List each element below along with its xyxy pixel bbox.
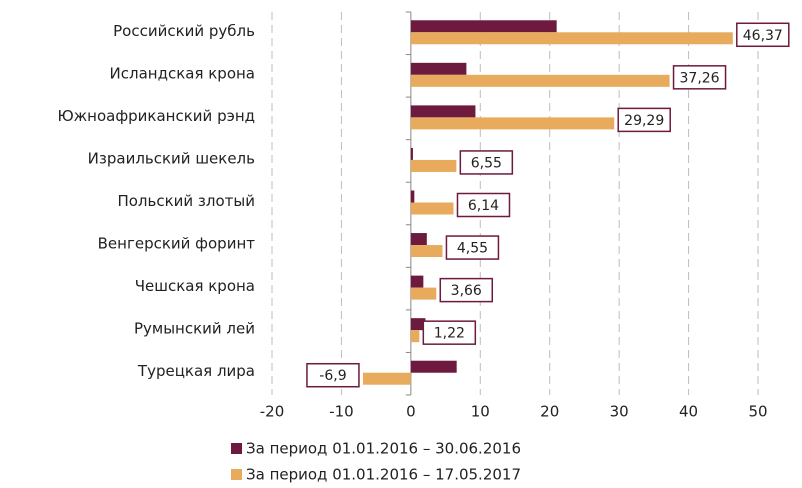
legend-swatch [231, 443, 242, 454]
bar [410, 245, 443, 258]
value-label: -6,9 [319, 368, 346, 384]
value-label: 37,26 [680, 70, 720, 86]
value-label-box [736, 22, 790, 48]
bar [410, 32, 733, 45]
x-tick-label: 30 [610, 403, 629, 421]
value-label-box [422, 320, 477, 345]
legend-label: За период 01.01.2016 – 30.06.2016 [246, 440, 521, 458]
category-label: Румынский лей [134, 320, 255, 338]
value-label-box [456, 192, 511, 218]
value-label: 1,22 [434, 326, 465, 342]
x-tick-label: -10 [329, 403, 354, 421]
x-tick-label: 40 [679, 403, 698, 421]
bar [410, 159, 457, 172]
legend-label: За период 01.01.2016 – 17.05.2017 [246, 466, 521, 484]
x-tick-label: 0 [406, 403, 416, 421]
x-tick-label: 10 [471, 403, 490, 421]
category-label: Турецкая лира [137, 362, 255, 380]
category-label: Южноафриканский рэнд [57, 107, 255, 125]
x-tick-label: 50 [748, 403, 767, 421]
value-label-box [306, 362, 360, 388]
value-label: 29,29 [624, 113, 664, 129]
value-label-box [439, 277, 494, 303]
bar [410, 330, 420, 343]
legend-swatch [231, 469, 242, 480]
bar [410, 20, 557, 33]
value-label: 6,55 [471, 155, 502, 171]
category-label: Венгерский форинт [98, 235, 256, 253]
x-tick-label: -20 [260, 403, 285, 421]
value-label-box [617, 107, 671, 133]
bar [410, 62, 467, 75]
bar [362, 372, 411, 385]
category-label: Чешская крона [135, 277, 255, 295]
value-label: 6,14 [468, 198, 499, 214]
bar [410, 117, 615, 130]
bar [410, 147, 413, 160]
bar [410, 202, 454, 215]
value-label: 3,66 [451, 283, 482, 299]
value-label-box [445, 235, 500, 260]
bar [410, 287, 437, 300]
value-label: 46,37 [743, 28, 783, 44]
category-label: Исландская крона [110, 64, 255, 82]
category-label: Польский злотый [117, 192, 255, 210]
value-label: 4,55 [457, 241, 488, 257]
category-label: Российский рубль [113, 22, 255, 40]
bar [410, 318, 426, 331]
bar [410, 360, 457, 373]
bar [410, 190, 415, 203]
bar [410, 275, 424, 288]
bar [410, 233, 427, 246]
x-tick-label: 20 [540, 403, 559, 421]
value-label-box [459, 150, 514, 175]
bar [410, 105, 476, 118]
bar [410, 74, 670, 87]
value-label-box [672, 65, 727, 90]
category-label: Израильский шекель [88, 149, 255, 167]
